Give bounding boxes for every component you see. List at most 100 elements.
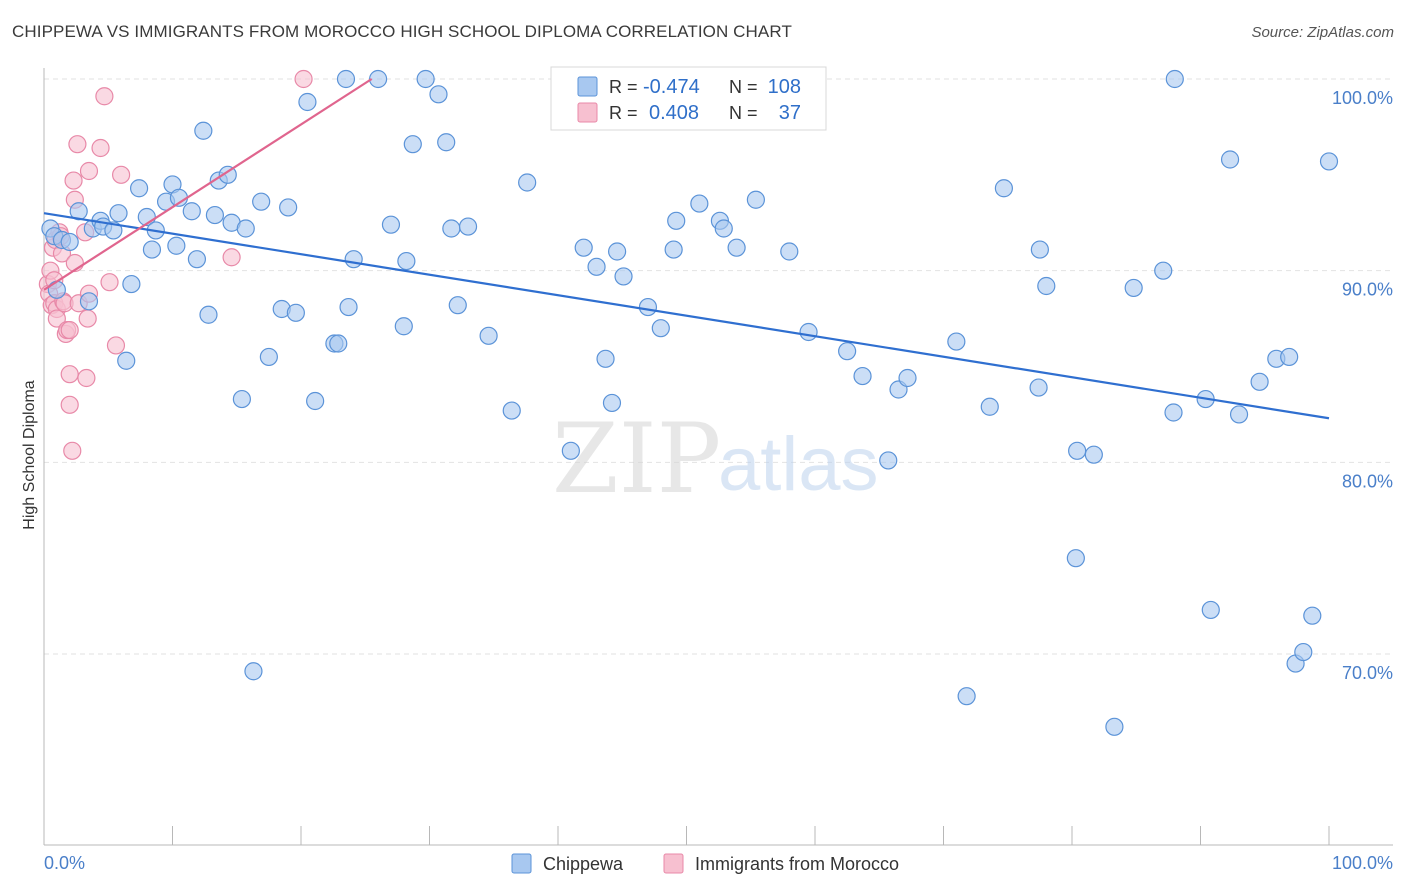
chippewa-point bbox=[614, 267, 633, 286]
chippewa-point bbox=[339, 297, 358, 317]
chippewa-point bbox=[109, 204, 128, 223]
x-tick-label-min: 0.0% bbox=[44, 853, 85, 873]
chippewa-point bbox=[714, 219, 733, 238]
chippewa-point bbox=[596, 349, 615, 368]
morocco-point bbox=[77, 368, 96, 388]
legend-n-label-chippewa: N = bbox=[729, 77, 758, 97]
morocco-point bbox=[68, 135, 87, 154]
y-tick-label: 70.0% bbox=[1342, 663, 1393, 683]
chippewa-point bbox=[664, 240, 683, 259]
chippewa-point bbox=[727, 238, 746, 257]
chippewa-point bbox=[47, 280, 66, 299]
chippewa-point bbox=[336, 69, 356, 89]
chippewa-point bbox=[394, 317, 413, 336]
chippewa-point bbox=[1105, 717, 1124, 736]
chippewa-point bbox=[286, 303, 305, 322]
chippewa-point bbox=[104, 221, 123, 240]
chippewa-point bbox=[947, 332, 966, 351]
chippewa-point bbox=[187, 250, 207, 269]
source-credit: Source: ZipAtlas.com bbox=[1251, 24, 1394, 41]
chippewa-point bbox=[780, 242, 799, 261]
legend-swatch-morocco bbox=[577, 102, 598, 123]
chippewa-point bbox=[898, 368, 917, 388]
chippewa-point bbox=[369, 69, 388, 89]
gridlines bbox=[44, 78, 1393, 655]
chippewa-point bbox=[1066, 549, 1085, 568]
chippewa-point bbox=[344, 250, 363, 269]
watermark-atlas: atlas bbox=[718, 422, 879, 507]
chippewa-point bbox=[416, 69, 435, 89]
morocco-point bbox=[111, 165, 131, 184]
bottom-legend-swatch-morocco bbox=[663, 853, 684, 874]
chippewa-point bbox=[117, 351, 136, 370]
chart-title: CHIPPEWA VS IMMIGRANTS FROM MOROCCO HIGH… bbox=[12, 22, 792, 41]
bottom-legend-chippewa: Chippewa bbox=[543, 854, 624, 874]
chippewa-point bbox=[397, 251, 416, 271]
series-legend: Chippewa Immigrants from Morocco bbox=[511, 853, 899, 874]
chippewa-point bbox=[306, 391, 325, 411]
chippewa-point bbox=[838, 342, 857, 361]
chippewa-point bbox=[667, 211, 686, 230]
chippewa-point bbox=[799, 322, 818, 342]
stats-legend: R = -0.474 N = 108 R = 0.408 N = 37 bbox=[550, 66, 827, 131]
chippewa-point bbox=[994, 179, 1013, 198]
y-tick-label: 100.0% bbox=[1332, 88, 1393, 108]
chippewa-point bbox=[142, 240, 162, 259]
chippewa-point bbox=[244, 662, 263, 681]
chippewa-point bbox=[122, 274, 141, 294]
chippewa-point bbox=[437, 133, 456, 152]
legend-n-value-chippewa: 108 bbox=[768, 76, 801, 98]
x-tick-label-max: 100.0% bbox=[1332, 853, 1393, 873]
chippewa-point bbox=[182, 202, 201, 221]
morocco-point bbox=[106, 336, 126, 355]
chippewa-point bbox=[1294, 642, 1313, 662]
chippewa-point bbox=[1303, 606, 1322, 625]
y-axis-label: High School Diploma bbox=[21, 380, 38, 530]
chippewa-point bbox=[1084, 445, 1103, 464]
chippewa-point bbox=[448, 296, 467, 315]
chippewa-point bbox=[608, 242, 627, 261]
chippewa-point bbox=[1037, 276, 1056, 296]
morocco-point bbox=[100, 273, 119, 292]
trend-lines bbox=[43, 78, 1330, 420]
chippewa-point bbox=[980, 397, 999, 416]
chippewa-point bbox=[199, 305, 218, 324]
legend-n-label-morocco: N = bbox=[729, 103, 758, 123]
chippewa-point bbox=[957, 687, 976, 706]
morocco-point bbox=[64, 171, 83, 190]
morocco-point bbox=[91, 138, 110, 158]
morocco-point bbox=[60, 320, 79, 340]
chippewa-point bbox=[479, 326, 498, 345]
morocco-point bbox=[222, 248, 241, 267]
morocco-point bbox=[60, 395, 79, 414]
chippewa-point bbox=[879, 451, 898, 470]
morocco-point bbox=[63, 441, 82, 460]
bottom-legend-morocco: Immigrants from Morocco bbox=[695, 854, 899, 874]
chippewa-point bbox=[279, 198, 298, 217]
chippewa-point bbox=[690, 194, 709, 213]
bottom-legend-swatch-chippewa bbox=[511, 853, 532, 874]
chippewa-point bbox=[205, 205, 225, 225]
chippewa-point bbox=[1319, 152, 1339, 171]
y-tick-labels: 70.0% 80.0% 90.0% 100.0% bbox=[1332, 88, 1393, 683]
chippewa-point bbox=[651, 319, 670, 338]
chippewa-point bbox=[1164, 403, 1183, 422]
legend-r-label-chippewa: R = bbox=[609, 77, 638, 97]
chippewa-point bbox=[1280, 347, 1299, 367]
series-chippewa-points bbox=[41, 69, 1339, 736]
chippewa-point bbox=[1030, 240, 1049, 259]
legend-r-label-morocco: R = bbox=[609, 103, 638, 123]
trend-line-chippewa bbox=[43, 212, 1330, 420]
chippewa-point bbox=[232, 389, 251, 409]
chippewa-point bbox=[1124, 278, 1143, 298]
chippewa-point bbox=[1229, 405, 1249, 424]
series-morocco-points bbox=[38, 69, 313, 460]
legend-r-value-chippewa: -0.474 bbox=[643, 76, 700, 98]
chippewa-point bbox=[1201, 600, 1220, 620]
y-tick-label: 90.0% bbox=[1342, 280, 1393, 300]
y-tick-label: 80.0% bbox=[1342, 471, 1393, 491]
chippewa-point bbox=[403, 135, 422, 154]
chippewa-point bbox=[236, 219, 255, 238]
chippewa-point bbox=[746, 190, 765, 209]
morocco-point bbox=[79, 161, 99, 181]
